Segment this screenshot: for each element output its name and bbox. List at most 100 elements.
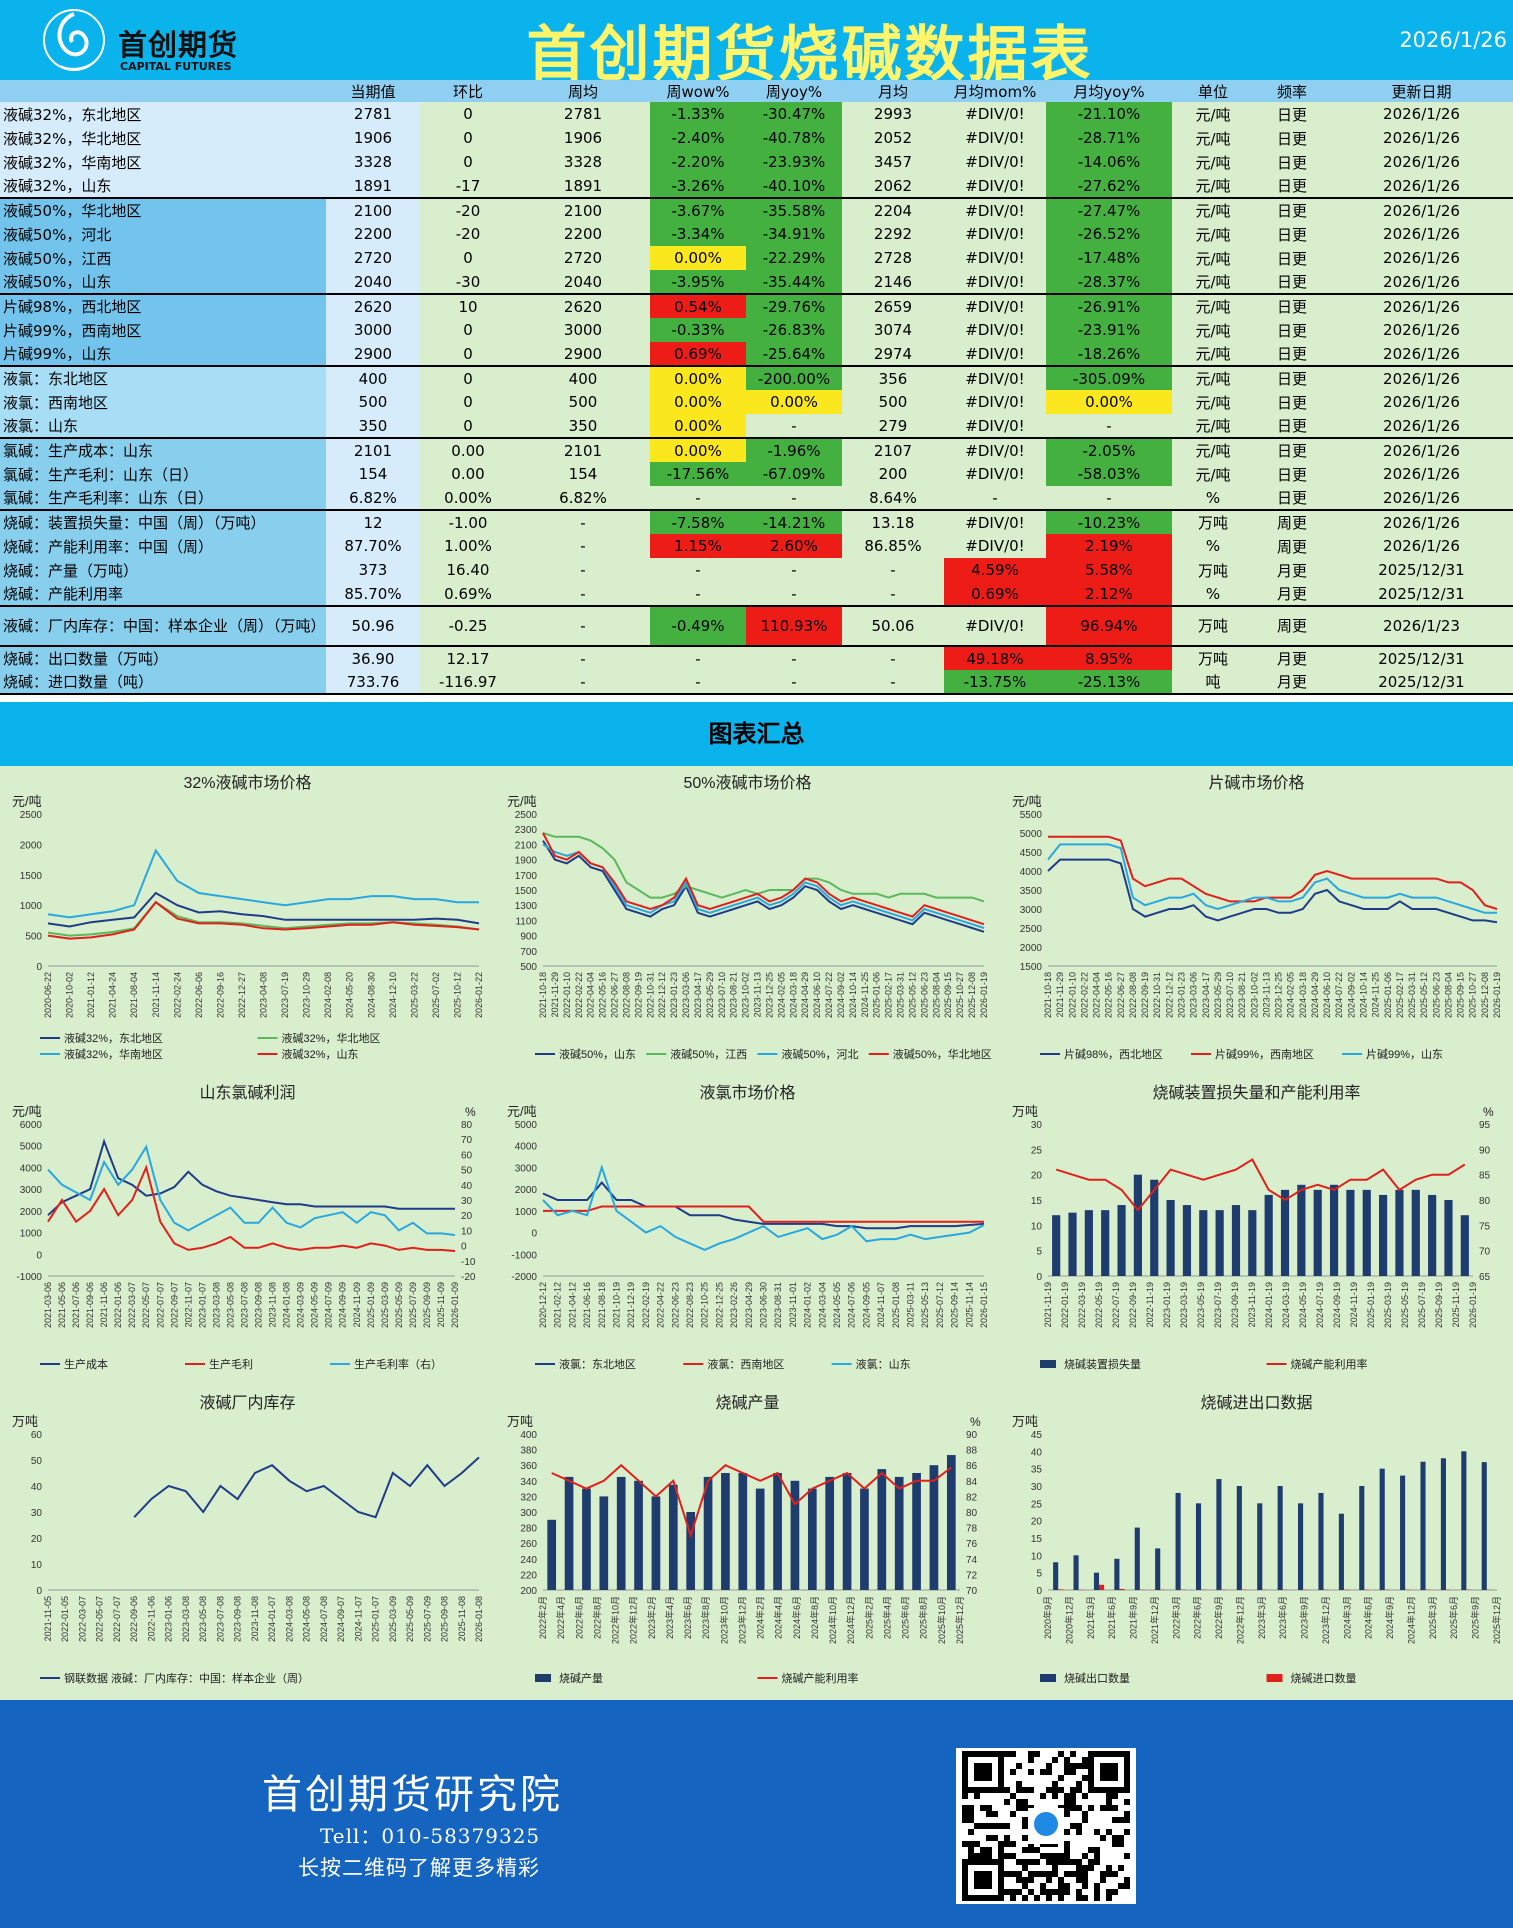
x-tick-label: 2025-12-08	[1480, 972, 1490, 1018]
qr-module	[1106, 1799, 1112, 1805]
qr-module	[1106, 1793, 1112, 1799]
y-tick-label: 4000	[515, 1142, 538, 1153]
qr-module	[1100, 1835, 1106, 1841]
qr-module	[1064, 1841, 1070, 1847]
series-line	[47, 891, 480, 928]
row-label: 烧碱：产能利用率：中国（周）	[0, 534, 326, 558]
table-cell: -20	[420, 222, 516, 246]
column-header: 周yoy%	[746, 80, 842, 102]
x-tick-label: 2022-01-19	[1060, 1282, 1070, 1328]
table-cell: -3.95%	[650, 270, 746, 294]
y-tick-label: -1000	[511, 1250, 537, 1261]
x-tick-label: 2020年12月	[1063, 1596, 1074, 1644]
bar-mark	[547, 1519, 557, 1590]
qr-module	[1022, 1823, 1028, 1829]
y-axis-label: 元/吨	[507, 794, 537, 809]
table-cell: 0	[420, 246, 516, 270]
legend-label: 生产毛利	[209, 1357, 253, 1371]
qr-module	[1100, 1871, 1106, 1877]
table-cell: 85.70%	[326, 582, 420, 606]
table-cell: 0.00	[420, 462, 516, 486]
table-cell: 日更	[1254, 462, 1330, 486]
row-label: 液碱50%，江西	[0, 246, 326, 270]
x-tick-label: 2025-11-14	[964, 1282, 974, 1327]
table-cell: 元/吨	[1172, 414, 1254, 438]
x-tick-label: 2022-09-19	[633, 972, 643, 1018]
y-tick-label-right: 95	[1479, 1120, 1491, 1131]
footer-telephone: Tell：010-58379325	[320, 1824, 541, 1848]
qr-module	[1082, 1883, 1088, 1889]
x-tick-label: 2025-10-27	[955, 972, 965, 1018]
x-tick-label: 2025-03-09	[388, 1596, 398, 1642]
bar-mark	[1093, 1572, 1100, 1590]
x-tick-label: 2025-01-07	[371, 1596, 381, 1642]
table-cell: 2062	[842, 174, 944, 198]
table-cell: 2.60%	[746, 534, 842, 558]
qr-module	[1076, 1823, 1082, 1829]
table-cell: #DIV/0!	[944, 462, 1046, 486]
table-cell: 1891	[326, 174, 420, 198]
qr-module	[968, 1811, 974, 1817]
table-cell: 2900	[326, 342, 420, 366]
table-cell: 279	[842, 414, 944, 438]
qr-module	[1076, 1871, 1082, 1877]
table-cell: 12	[326, 509, 420, 534]
qr-module	[986, 1811, 992, 1817]
y-tick-label: -1000	[16, 1272, 42, 1283]
table-row: 液碱50%，河北 2200 -20 2200 -3.34% -34.91% 2292 #DIV…	[0, 222, 1513, 246]
qr-module	[1064, 1829, 1070, 1835]
y-tick-label: 30	[1031, 1482, 1043, 1493]
x-tick-label: 2024-11-07	[353, 1596, 363, 1641]
x-tick-label: 2025-06-23	[1431, 972, 1441, 1018]
row-label: 液氯：东北地区	[0, 365, 326, 390]
x-tick-label: 2025-02-17	[1395, 972, 1405, 1018]
bar-mark	[1058, 1589, 1064, 1590]
bar-mark	[946, 1455, 956, 1590]
table-cell: -28.71%	[1046, 126, 1172, 150]
table-cell: 元/吨	[1172, 270, 1254, 294]
bar-mark	[1420, 1461, 1426, 1590]
table-cell: 月更	[1254, 645, 1330, 670]
x-tick-label: 2022-10-31	[1152, 972, 1162, 1018]
qr-module	[1058, 1877, 1064, 1883]
qr-module	[1100, 1805, 1106, 1811]
qr-module	[1070, 1859, 1076, 1865]
row-label: 氯碱：生产毛利率：山东（日）	[0, 486, 326, 510]
data-table: 当期值 环比 周均 周wow% 周yoy% 月均 月均mom% 月均yoy% 单位 频率 更新日期 …	[0, 80, 1513, 695]
y-tick-label: 10	[1031, 1551, 1043, 1562]
y-tick-label-right: 70	[1479, 1247, 1491, 1258]
table-cell: -	[746, 486, 842, 510]
x-tick-label: 2026-01-22	[474, 972, 484, 1018]
qr-module	[1082, 1853, 1088, 1859]
x-tick-label: 2024-04-29	[1310, 972, 1320, 1018]
y-tick-label: 45	[1031, 1430, 1043, 1441]
table-cell: -14.06%	[1046, 150, 1172, 174]
qr-module	[974, 1841, 980, 1847]
chart-factory-inventory: 液碱厂内库存 万吨 0 10 20 30 40 50 60 2021-11-05 2022-01-0…	[0, 1386, 495, 1700]
table-row: 液氯：西南地区 500 0 500 0.00% 0.00% 500 #DIV/0! 0.00% 元…	[0, 390, 1513, 414]
table-cell: 2040	[516, 270, 650, 294]
qr-module	[968, 1847, 974, 1853]
x-tick-label: 2025-08-04	[931, 972, 941, 1018]
x-tick-label: 2022年6月	[573, 1596, 584, 1639]
chart-device-loss-utilization: 烧碱装置损失量和产能利用率 万吨% 0 5 10 15 20 25 30 65 70 75 80 85 90…	[1000, 1076, 1513, 1386]
x-tick-label: 2024-07-19	[1315, 1282, 1325, 1328]
qr-module	[1106, 1805, 1112, 1811]
qr-code[interactable]	[956, 1748, 1136, 1904]
qr-module	[1058, 1853, 1064, 1859]
qr-module	[1094, 1847, 1100, 1853]
x-tick-label: 2022-10-25	[700, 1282, 710, 1328]
y-tick-label: 260	[520, 1539, 537, 1550]
qr-module	[1040, 1871, 1046, 1877]
x-tick-label: 2024-02-05	[1286, 972, 1296, 1018]
table-cell: #DIV/0!	[944, 365, 1046, 390]
table-row: 烧碱：装置损失量：中国（周）（万吨） 12 -1.00- -7.58% -14.21% 1…	[0, 509, 1513, 534]
table-row: 氯碱：生产毛利率：山东（日） 6.82% 0.00% 6.82% - -8.64% - -% 日…	[0, 486, 1513, 510]
x-tick-label: 2021-11-29	[1055, 972, 1065, 1017]
x-tick-label: 2020-12-12	[538, 1282, 548, 1328]
y-tick-label-right: 72	[966, 1570, 978, 1581]
table-cell: 元/吨	[1172, 222, 1254, 246]
